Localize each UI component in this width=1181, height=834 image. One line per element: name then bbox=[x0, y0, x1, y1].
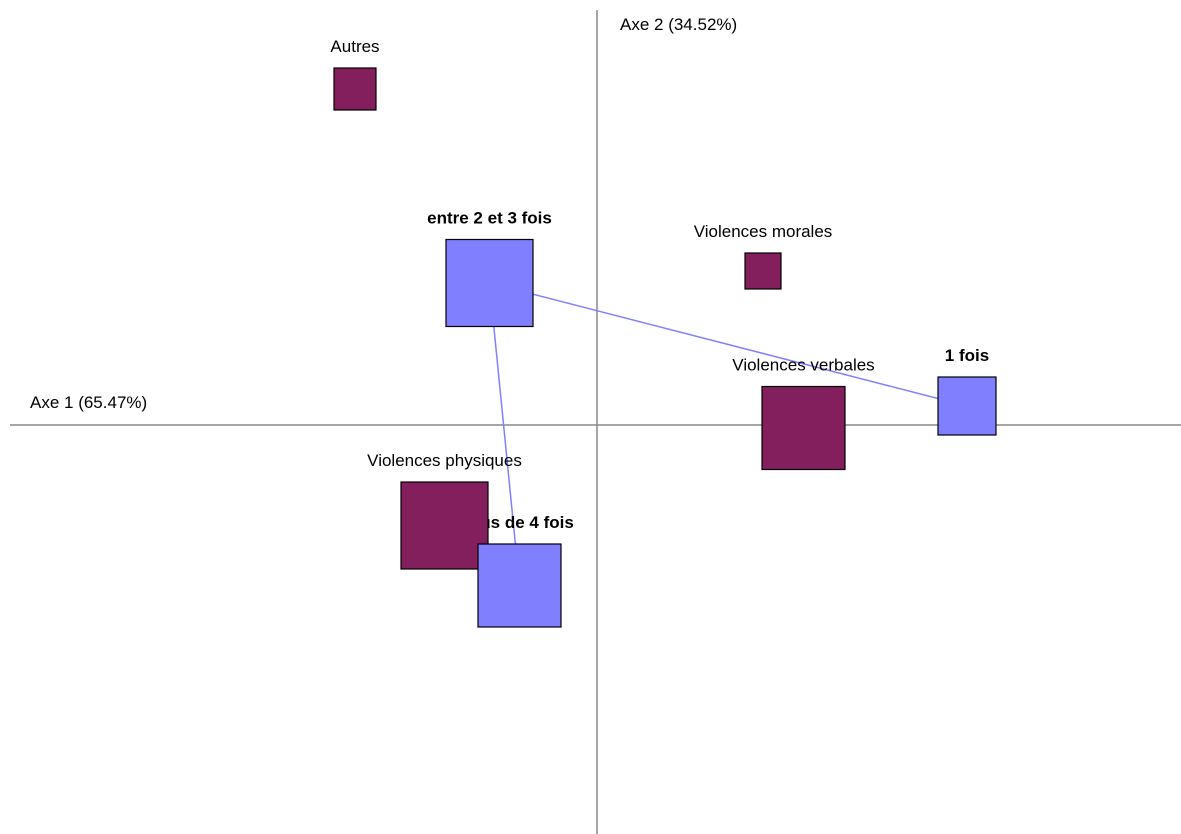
point bbox=[761, 385, 846, 471]
point bbox=[937, 376, 997, 436]
point-label: 1 fois bbox=[945, 346, 989, 365]
point bbox=[445, 238, 534, 328]
point-label: plus de 4 fois bbox=[465, 513, 574, 532]
y-axis-label: Axe 2 (34.52%) bbox=[620, 15, 737, 34]
point-label: Violences verbales bbox=[732, 356, 874, 375]
x-axis-label: Axe 1 (65.47%) bbox=[30, 393, 147, 412]
point bbox=[477, 543, 562, 628]
point-label: Violences morales bbox=[694, 222, 833, 241]
point bbox=[333, 67, 377, 111]
point bbox=[744, 252, 782, 290]
point-label: Violences physiques bbox=[367, 451, 522, 470]
point bbox=[400, 481, 489, 570]
connector-line bbox=[488, 282, 968, 586]
point-label: Autres bbox=[330, 37, 379, 56]
point-label: entre 2 et 3 fois bbox=[427, 209, 552, 228]
